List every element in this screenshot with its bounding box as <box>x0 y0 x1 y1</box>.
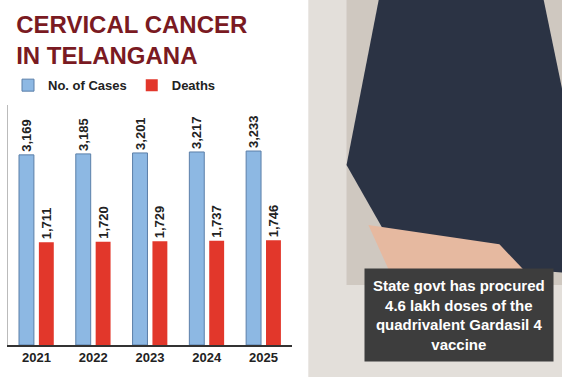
svg-text:1,746: 1,746 <box>266 205 281 238</box>
svg-text:3,169: 3,169 <box>19 119 34 152</box>
svg-text:2021: 2021 <box>22 350 51 365</box>
svg-text:1,737: 1,737 <box>209 205 224 238</box>
svg-text:2025: 2025 <box>249 350 278 365</box>
svg-text:3,185: 3,185 <box>76 118 91 151</box>
svg-text:No. of Cases: No. of Cases <box>48 78 127 93</box>
svg-text:2024: 2024 <box>192 350 222 365</box>
svg-text:2022: 2022 <box>79 350 108 365</box>
svg-text:1,711: 1,711 <box>39 208 54 240</box>
svg-text:State govt has procured4.6 lak: State govt has procured4.6 lakh doses of… <box>373 277 545 353</box>
svg-text:Deaths: Deaths <box>172 78 215 93</box>
svg-text:3,201: 3,201 <box>133 117 148 150</box>
svg-text:1,720: 1,720 <box>96 206 111 239</box>
svg-text:3,217: 3,217 <box>189 116 204 149</box>
svg-text:1,729: 1,729 <box>152 206 167 239</box>
svg-text:3,233: 3,233 <box>246 115 261 148</box>
svg-text:2023: 2023 <box>135 350 164 365</box>
svg-text:CERVICAL CANCERIN TELANGANA: CERVICAL CANCERIN TELANGANA <box>16 11 247 69</box>
